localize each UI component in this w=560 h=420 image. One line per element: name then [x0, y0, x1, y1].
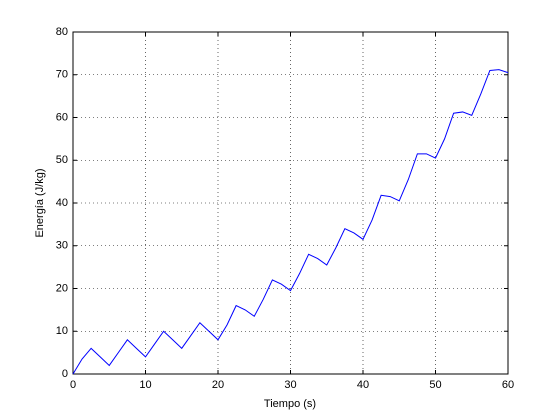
y-tick-label: 40 [56, 197, 68, 209]
axes-box [72, 31, 509, 375]
y-tick-label: 30 [56, 240, 68, 252]
y-tick-label: 0 [62, 368, 68, 380]
x-tick-label: 40 [357, 379, 369, 391]
y-tick-label: 80 [56, 26, 68, 38]
y-tick-label: 50 [56, 154, 68, 166]
y-tick-label: 10 [56, 325, 68, 337]
x-tick-label: 30 [284, 379, 296, 391]
x-tick-label: 50 [429, 379, 441, 391]
y-tick-label: 70 [56, 69, 68, 81]
x-tick-label: 20 [212, 379, 224, 391]
x-tick-label: 0 [70, 379, 76, 391]
plot-area [73, 32, 508, 374]
x-axis-label: Tiempo (s) [264, 398, 316, 410]
x-tick-label: 60 [502, 379, 514, 391]
y-tick-label: 20 [56, 282, 68, 294]
line [72, 69, 509, 375]
y-tick-label: 60 [56, 111, 68, 123]
x-tick-label: 10 [139, 379, 151, 391]
y-axis-label: Energía (J/kg) [34, 168, 46, 237]
